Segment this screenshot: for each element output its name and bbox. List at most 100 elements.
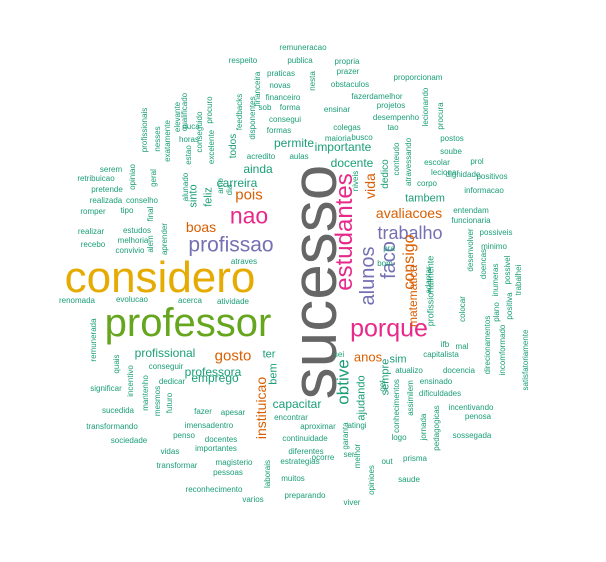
word-atingi: atingi [347, 421, 367, 430]
word-capitalista: capitalista [423, 350, 459, 359]
word-get: get [378, 380, 387, 392]
word-serem: serem [99, 165, 123, 174]
word-alunado: alunado [181, 172, 190, 202]
word-praticas: praticas [266, 69, 296, 78]
word-varios: varios [242, 495, 264, 504]
word-realizar: realizar [77, 227, 105, 236]
word-incentivo: incentivo [126, 365, 135, 397]
word-ajudando: ajudando [355, 375, 368, 421]
word-sucedida: sucedida [101, 406, 135, 415]
word-fazer: fazer [194, 407, 212, 416]
word-permite: permite [273, 136, 315, 150]
word-acredito: acredito [246, 152, 276, 161]
word-conselho: conselho [125, 196, 159, 205]
word-lecionar: lecionar [430, 168, 460, 177]
word-melhoria: melhoria [117, 236, 149, 245]
word-out: out [381, 457, 393, 466]
word-dedicar: dedicar [158, 377, 186, 386]
word-todos: todos [228, 133, 239, 159]
word-fazerdamelhor: fazerdamelhor [351, 92, 403, 101]
word-anos: anos [353, 349, 383, 365]
word-prisma: prisma [402, 454, 428, 463]
word-ocorre: ocorre [311, 453, 335, 462]
word-conseguir: conseguir [148, 362, 184, 371]
word-mantenho: mantenho [141, 375, 150, 411]
word-emprego: emprego [191, 371, 239, 385]
word-conhecimentos: conhecimentos [392, 379, 401, 433]
word-excelente: excelente [207, 129, 216, 165]
word-niveis: niveis [351, 170, 360, 192]
word-opiniao: opiniao [128, 164, 137, 190]
word-conteudo: conteudo [392, 142, 401, 176]
word-proporcionam: proporcionam [393, 73, 443, 82]
word-transformar: transformar [156, 461, 198, 470]
word-remunerada: remunerada [89, 318, 98, 362]
word-mal: mal [455, 342, 469, 351]
word-propria: propria [334, 57, 360, 66]
word-ouca: ouca [182, 122, 200, 131]
word-penosa: penosa [464, 412, 492, 421]
word-profissional: profissional [134, 346, 196, 360]
word-vidas: vidas [160, 447, 180, 456]
word-financeiro: financeiro [265, 93, 301, 102]
word-feedbacks: feedbacks [235, 93, 244, 131]
word-satisfatoriamente: satisfatoriamente [521, 329, 530, 391]
word-boas: boas [185, 219, 217, 235]
word-imensadentro: imensadentro [184, 421, 234, 430]
word-lecionando: lecionando [421, 87, 430, 127]
word-logo: logo [391, 433, 407, 442]
word-inumeras: inumeras [491, 263, 500, 297]
word-professora: professora [184, 365, 242, 379]
word-ensinado: ensinado [419, 377, 453, 386]
word-dignidade: dignidade [445, 170, 481, 179]
word-pedagogicas: pedagogicas [432, 405, 441, 451]
word-procuro: procuro [205, 96, 214, 124]
word-adaptar: adaptar [424, 266, 433, 294]
word-minimo: minimo [481, 242, 507, 251]
word-instituicao: instituicao [253, 376, 269, 440]
word-importante: importante [314, 140, 372, 154]
word-carreira: carreira [216, 176, 258, 190]
word-incomformado: incomformado [498, 324, 507, 376]
word-prol: prol [470, 157, 484, 166]
word-preparando: preparando [284, 491, 326, 500]
word-melhor: melhor [353, 443, 362, 469]
word-atualizo: atualizo [395, 366, 423, 375]
word-respeito: respeito [228, 56, 258, 65]
word-procura: procura [436, 102, 445, 130]
word-mesmos: mesmos [153, 385, 162, 417]
word-direcionamentos: direcionamentos [483, 315, 492, 375]
word-penso: penso [173, 431, 195, 440]
word-publica: publica [287, 56, 313, 65]
word-renomada: renomada [58, 296, 96, 305]
word-opinioes: opinioes [367, 465, 376, 495]
word-realizada: realizada [89, 196, 123, 205]
word-pessoas: pessoas [213, 468, 243, 477]
word-jornada: jornada [419, 413, 428, 441]
word-avaliacoes: avaliacoes [375, 205, 443, 221]
word-continuidade: continuidade [282, 434, 328, 443]
word-ifb: ifb [440, 340, 450, 349]
word-dedico: dedico [380, 159, 391, 189]
word-geral: geral [149, 169, 158, 187]
word-positivos: positivos [476, 172, 508, 181]
word-quais: quais [112, 354, 121, 374]
word-desenvolver: desenvolver [466, 228, 475, 272]
word-disponentes: disponentes [248, 96, 257, 140]
word-projetos: projetos [376, 101, 406, 110]
word-aprender: aprender [160, 222, 169, 256]
word-alem: alem [146, 235, 155, 253]
word-laborais: laborais [263, 459, 272, 489]
word-horas: horas [178, 135, 200, 144]
word-estrategias: estrategias [280, 457, 320, 466]
word-bem: bem [267, 363, 280, 385]
word-tambem: tambem [405, 192, 445, 205]
word-professor: professor [104, 301, 272, 345]
word-novas: novas [269, 81, 291, 90]
word-colocar: colocar [458, 296, 467, 322]
word-nesses: nesses [153, 126, 162, 152]
word-importantes: importantes [195, 444, 237, 453]
word-reconhecimento: reconhecimento [185, 485, 243, 494]
word-gosto: gosto [214, 347, 252, 365]
